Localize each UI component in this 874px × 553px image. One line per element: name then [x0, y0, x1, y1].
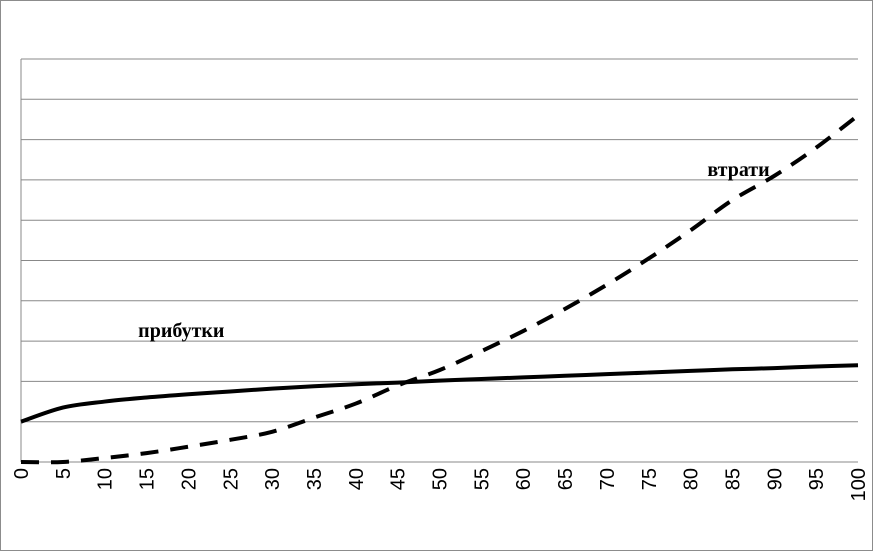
x-tick-label: 50: [430, 468, 452, 490]
x-tick-label: 0: [11, 468, 33, 479]
x-tick-label: 100: [848, 468, 870, 501]
x-tick-label: 70: [597, 468, 619, 490]
x-tick-label: 10: [95, 468, 117, 490]
x-tick-label: 35: [304, 468, 326, 490]
series-annotation: прибутки: [138, 320, 224, 342]
series-line-1: [21, 365, 858, 421]
annotations: прибутки втрати: [138, 159, 769, 342]
x-tick-label: 45: [388, 468, 410, 490]
x-tick-label: 15: [137, 468, 159, 490]
x-tick-label: 90: [764, 468, 786, 490]
x-tick-label: 30: [262, 468, 284, 490]
x-tick-label: 20: [178, 468, 200, 490]
x-tick-label: 85: [722, 468, 744, 490]
x-tick-label: 25: [220, 468, 242, 490]
x-tick-label: 95: [806, 468, 828, 490]
x-tick-label: 65: [555, 468, 577, 490]
x-tick-label: 80: [681, 468, 703, 490]
x-tick-labels: 0 5 10 15 20 25 30 35 40 45 50 55 60 65 70 75 80 85 90 95 10…: [11, 468, 870, 501]
x-tick-label: 5: [53, 468, 75, 479]
x-tick-label: 60: [513, 468, 535, 490]
x-tick-label: 40: [346, 468, 368, 490]
x-tick-label: 75: [639, 468, 661, 490]
x-tick-label: 55: [471, 468, 493, 490]
series-annotation: втрати: [707, 159, 769, 181]
gridlines: [21, 59, 858, 462]
